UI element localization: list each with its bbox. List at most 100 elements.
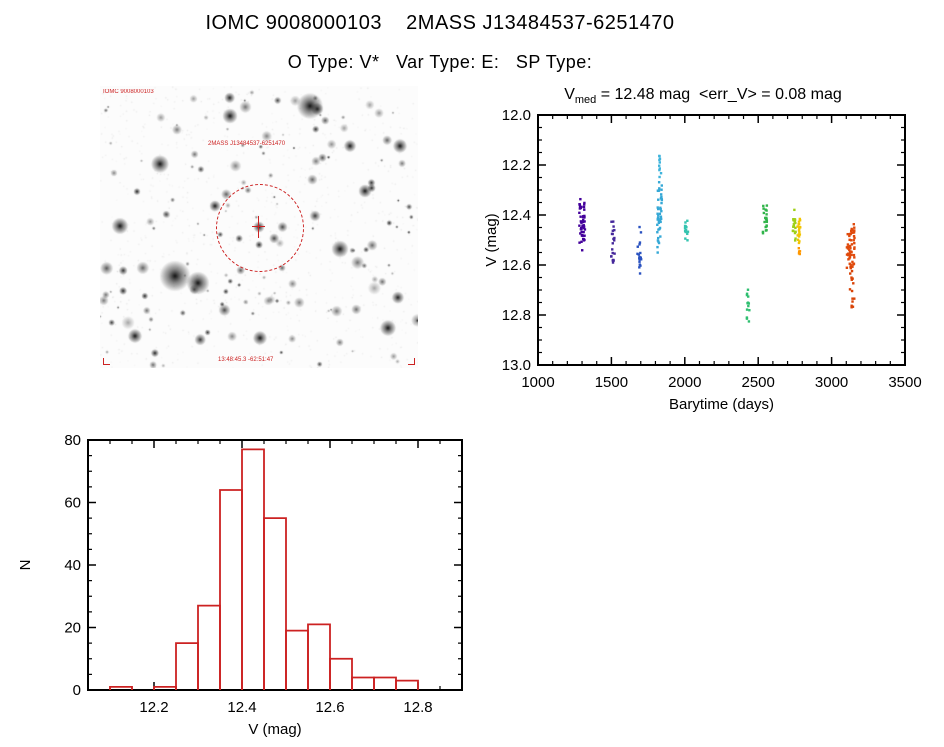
scatter-point: [848, 288, 852, 291]
scatter-point: [850, 306, 853, 309]
scatter-point: [656, 236, 660, 240]
lightcurve-svg: 1000 1500 2000 2500 3000 3500 12.0 12.2 12.4 12.6…: [483, 107, 922, 413]
scatter-point: [849, 265, 852, 269]
scatter-point: [853, 247, 856, 250]
y-tick-label: 12.4: [502, 207, 531, 224]
histogram-bar: [285, 629, 309, 690]
scatter-point: [853, 236, 856, 240]
scatter-point: [797, 241, 801, 245]
finding-chart-label-topleft: IOMC 9008000103: [103, 89, 154, 95]
scatter-point: [685, 225, 688, 229]
scatter-point: [853, 226, 856, 229]
scatter-point: [853, 256, 856, 259]
scatter-point: [656, 218, 659, 221]
scatter-point: [792, 223, 796, 226]
target-cross-marker: [252, 226, 265, 227]
scatter-point: [581, 224, 584, 227]
scatter-point: [747, 304, 750, 308]
scatter-point: [793, 220, 796, 223]
x-tick-label: 2500: [742, 374, 775, 391]
scatter-point: [637, 253, 641, 256]
scatter-point: [849, 272, 852, 275]
scatter-point: [745, 316, 749, 319]
scatter-point: [660, 195, 663, 199]
scatter-point: [849, 247, 852, 250]
finding-chart-label-center: 2MASS J13484537-6251470: [208, 141, 286, 147]
scatter-point: [852, 223, 855, 226]
scatter-point: [660, 184, 663, 187]
scatter-point: [638, 272, 642, 275]
scatter-point: [660, 201, 663, 205]
scatter-point: [852, 253, 856, 257]
scatter-point: [762, 204, 765, 208]
scatter-point: [791, 229, 795, 233]
y-tick-label: 12.8: [502, 307, 531, 324]
scatter-point: [660, 188, 663, 191]
scatter-point: [762, 211, 766, 215]
scatter-point: [853, 241, 856, 245]
scatter-point: [764, 229, 768, 232]
lightcurve-title-rest: = 12.48 mag <err_V> = 0.08 mag: [596, 86, 842, 103]
scatter-point: [853, 229, 856, 232]
scatter-point: [765, 213, 768, 216]
scatter-point: [850, 243, 854, 246]
y-tick-label: 20: [64, 620, 81, 637]
scatter-point: [848, 254, 851, 257]
scatter-point: [612, 258, 615, 262]
scatter-point: [657, 214, 660, 217]
scatter-point: [848, 234, 851, 238]
scatter-point: [850, 304, 853, 307]
scatter-point: [657, 220, 661, 223]
x-tick-label: 1500: [595, 374, 628, 391]
scatter-point: [762, 207, 765, 210]
scatter-point: [686, 232, 689, 236]
scatter-point: [580, 221, 583, 224]
scatter-point: [798, 240, 801, 243]
scatter-point: [578, 241, 581, 244]
scatter-point: [797, 220, 801, 223]
scatter-point: [746, 288, 750, 291]
scatter-point: [683, 226, 687, 230]
page-subtitle: O Type: V* Var Type: E: SP Type:: [287, 52, 593, 72]
scatter-point: [797, 247, 801, 250]
scatter-point: [686, 230, 690, 233]
scatter-point: [765, 219, 769, 222]
scatter-point: [657, 207, 660, 211]
scatter-point: [748, 308, 751, 312]
scatter-point: [797, 229, 801, 232]
scatter-point: [610, 255, 613, 258]
scatter-point: [613, 252, 616, 255]
histogram-plot: 12.2 12.4 12.6 12.8 0 20 40 60 80 V (mag) N: [10, 430, 480, 740]
scatter-point: [848, 255, 852, 259]
scatter-point: [658, 168, 661, 172]
corner-tick-mark: [103, 358, 110, 365]
scatter-point: [848, 262, 851, 265]
scatter-point: [659, 206, 662, 210]
scatter-point: [582, 225, 586, 228]
scatter-point: [583, 220, 586, 223]
histogram-bar: [197, 604, 221, 690]
scatter-point: [582, 230, 585, 234]
scatter-point: [794, 226, 797, 230]
page-title: IOMC 9008000103 2MASS J13484537-6251470: [205, 12, 675, 34]
scatter-point: [765, 204, 769, 207]
scatter-point: [658, 167, 661, 170]
finding-chart-label-bottom: 13:48:45.3 -62:51:47: [218, 357, 274, 363]
scatter-point: [851, 305, 855, 308]
scatter-point: [848, 244, 852, 248]
scatter-point: [796, 234, 799, 237]
scatter-point: [657, 221, 661, 225]
scatter-point: [745, 293, 749, 297]
scatter-point: [583, 201, 586, 205]
scatter-point: [582, 215, 585, 218]
scatter-point: [613, 228, 616, 232]
scatter-point: [659, 235, 662, 238]
scatter-point: [851, 265, 854, 268]
y-tick-label: 80: [64, 432, 81, 449]
scatter-point: [581, 233, 584, 237]
scatter-point: [683, 224, 687, 228]
scatter-point: [658, 154, 661, 158]
scatter-point: [846, 232, 849, 236]
scatter-point: [578, 211, 581, 215]
scatter-point: [638, 260, 641, 263]
